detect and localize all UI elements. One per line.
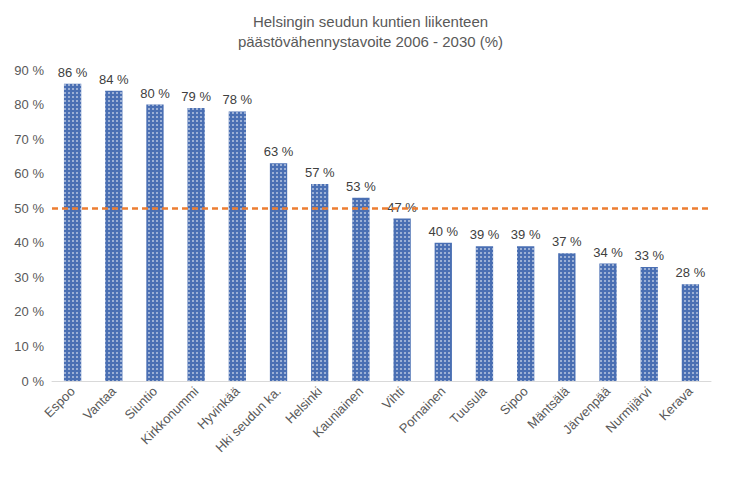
svg-text:78 %: 78 % [223,92,253,107]
svg-text:33 %: 33 % [634,248,664,263]
svg-text:Kerava: Kerava [656,383,696,423]
svg-text:84 %: 84 % [99,72,129,87]
svg-text:79 %: 79 % [181,89,211,104]
svg-text:Järvenpää: Järvenpää [559,383,614,438]
svg-text:0 %: 0 % [22,374,45,389]
svg-text:50 %: 50 % [14,201,44,216]
svg-text:80 %: 80 % [140,86,170,101]
svg-text:Helsingin seudun kuntien liike: Helsingin seudun kuntien liikenteen [253,13,488,30]
svg-text:Kauniainen: Kauniainen [310,384,367,441]
svg-text:Helsinki: Helsinki [282,383,325,427]
svg-text:Pornainen: Pornainen [396,384,448,436]
svg-text:Sipoo: Sipoo [497,384,531,418]
svg-text:90 %: 90 % [14,63,44,78]
svg-text:Hki seudun ka.: Hki seudun ka. [212,384,283,455]
svg-text:70 %: 70 % [14,132,44,147]
svg-text:10 %: 10 % [14,339,44,354]
svg-text:Tuusula: Tuusula [447,383,490,426]
svg-text:Hyvinkää: Hyvinkää [194,383,243,433]
svg-text:Espoo: Espoo [41,384,78,421]
svg-text:39 %: 39 % [470,227,500,242]
svg-text:47 %: 47 % [387,200,417,215]
svg-text:34 %: 34 % [593,245,623,260]
svg-text:Vihti: Vihti [379,384,407,412]
svg-text:Nurmijärvi: Nurmijärvi [603,384,655,436]
svg-text:Kirkkonummi: Kirkkonummi [138,384,202,448]
svg-text:päästövähennystavoite 2006 - 2: päästövähennystavoite 2006 - 2030 (%) [238,33,503,50]
svg-text:60 %: 60 % [14,166,44,181]
svg-text:Mäntsälä: Mäntsälä [524,383,573,432]
svg-text:53 %: 53 % [346,179,376,194]
svg-text:Vantaa: Vantaa [80,383,120,423]
svg-text:37 %: 37 % [552,234,582,249]
svg-text:28 %: 28 % [676,265,706,280]
svg-text:40 %: 40 % [14,235,44,250]
svg-text:63 %: 63 % [264,144,294,159]
svg-text:86 %: 86 % [58,65,88,80]
svg-text:39 %: 39 % [511,227,541,242]
svg-text:30 %: 30 % [14,270,44,285]
svg-text:40 %: 40 % [428,224,458,239]
svg-text:20 %: 20 % [14,304,44,319]
svg-text:Siuntio: Siuntio [122,384,161,423]
svg-text:80 %: 80 % [14,97,44,112]
svg-text:57 %: 57 % [305,165,335,180]
